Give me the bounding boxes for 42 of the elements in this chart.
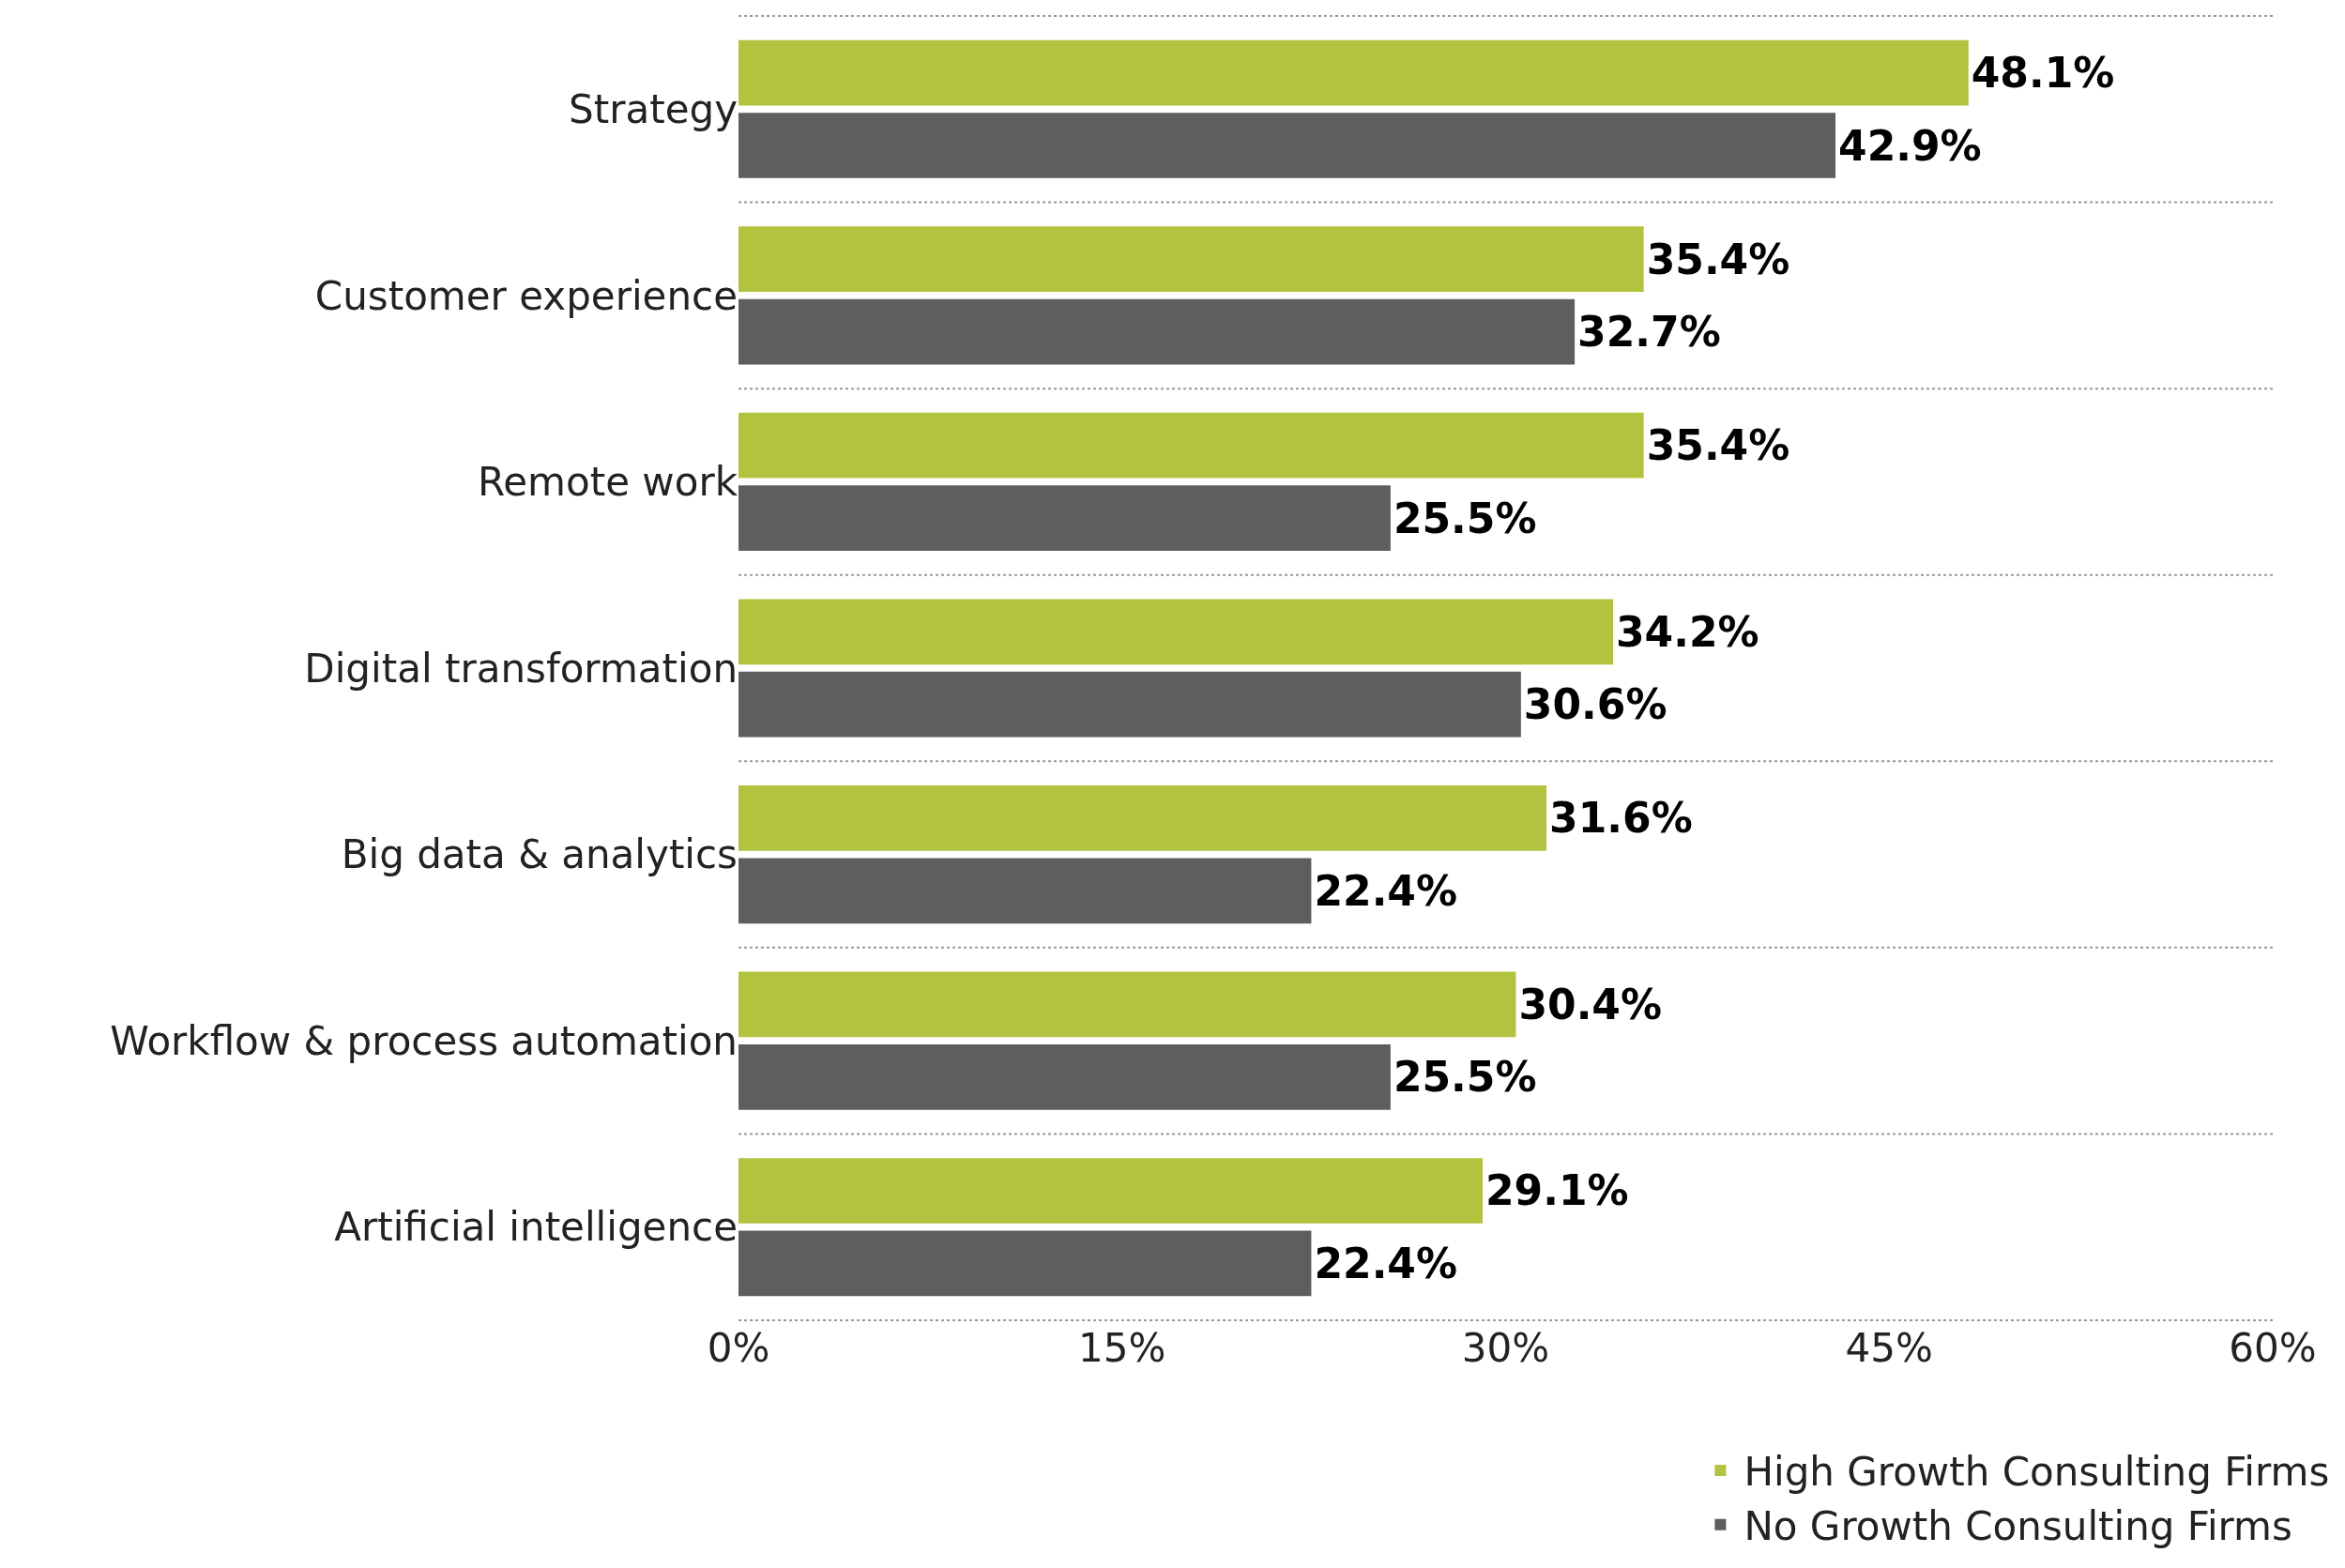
bar [739,671,1521,738]
bar [739,485,1391,551]
y-tick-label: Artificial intelligence [334,1204,738,1251]
data-label: 25.5% [1393,494,1537,542]
y-tick-label: Strategy [569,85,738,132]
x-tick-label: 60% [2229,1325,2317,1371]
bar [739,226,1644,292]
bar [739,971,1516,1038]
data-label: 35.4% [1646,421,1790,470]
y-tick-label: Big data & analytics [341,831,738,878]
y-tick-label: Digital transformation [304,645,738,692]
data-label: 22.4% [1314,1239,1458,1287]
x-tick-label: 0% [707,1325,770,1371]
data-label: 34.2% [1615,607,1759,656]
data-label: 48.1% [1971,49,2115,98]
data-label: 31.6% [1549,794,1693,843]
data-label: 22.4% [1314,866,1458,915]
legend-label: No Growth Consulting Firms [1744,1503,2292,1550]
bar [739,1044,1391,1110]
data-label: 35.4% [1646,235,1790,283]
bar [739,1158,1483,1224]
x-tick-label: 30% [1461,1325,1550,1371]
data-label: 25.5% [1393,1053,1537,1102]
x-tick-label: 15% [1078,1325,1166,1371]
data-label: 30.6% [1523,680,1667,729]
data-label: 29.1% [1485,1166,1629,1215]
x-tick-label: 45% [1845,1325,1933,1371]
bar [739,298,1576,365]
legend-label: High Growth Consulting Firms [1744,1449,2330,1496]
bar [739,599,1613,665]
data-label: 42.9% [1838,121,1982,170]
y-tick-label: Customer experience [314,272,738,319]
bar [739,785,1547,851]
bar [739,1230,1312,1297]
y-tick-label: Workflow & process automation [110,1017,738,1064]
bar [739,412,1644,479]
data-label: 30.4% [1518,980,1663,1028]
bar [739,113,1836,178]
bar [739,39,1969,106]
y-tick-label: Remote work [477,459,739,506]
data-label: 32.7% [1577,308,1721,357]
bar [739,858,1312,924]
